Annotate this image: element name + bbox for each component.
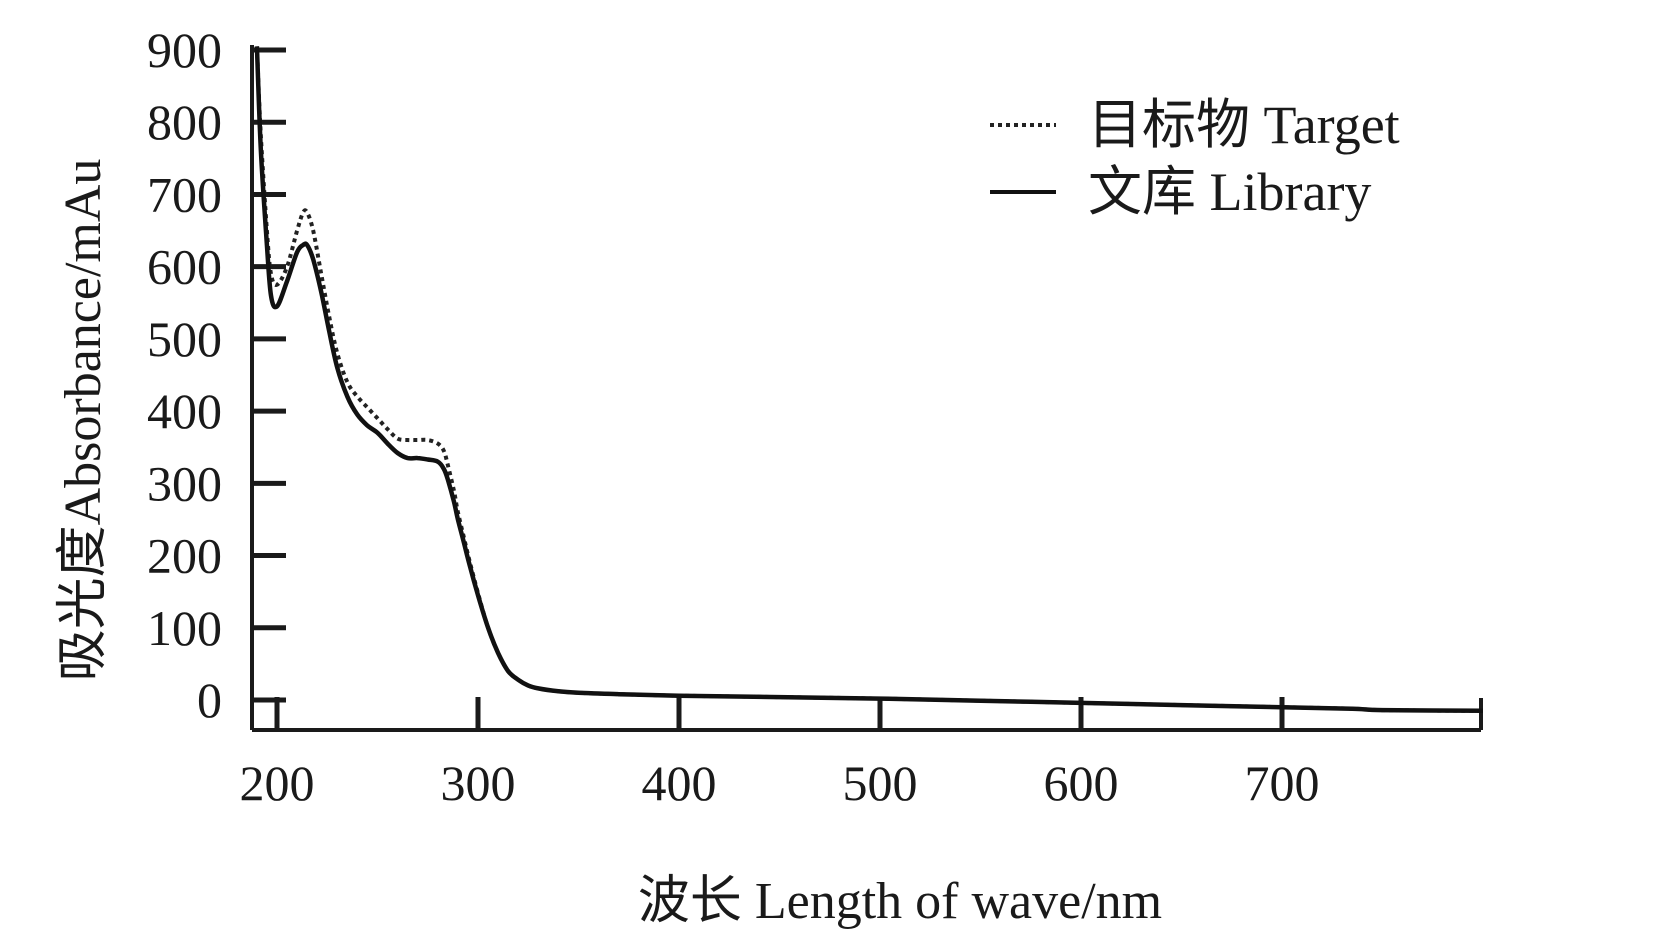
x-tick-label: 300 xyxy=(441,755,516,811)
x-tick-label: 600 xyxy=(1044,755,1119,811)
y-tick-label: 600 xyxy=(147,239,222,295)
series-layer xyxy=(254,46,1484,714)
legend-library-label: 文库 Library xyxy=(1088,162,1371,222)
y-tick-label: 900 xyxy=(147,22,222,78)
y-tick-label: 300 xyxy=(147,455,222,511)
y-tick-label: 200 xyxy=(147,528,222,584)
y-tick-label: 700 xyxy=(147,166,222,222)
y-tick-label: 400 xyxy=(147,383,222,439)
axes: 0 100 200 300 400 500 600 700 800 900 200 300 400 500… xyxy=(147,22,1483,811)
legend-target-label: 目标物 Target xyxy=(1088,95,1400,155)
x-tick-label: 400 xyxy=(642,755,717,811)
y-tick-label: 0 xyxy=(197,672,222,728)
y-tick-label: 800 xyxy=(147,94,222,150)
y-axis-title: 吸光度Absorbance/mAu xyxy=(55,159,112,682)
y-tick-label: 500 xyxy=(147,311,222,367)
x-tick-label: 700 xyxy=(1245,755,1320,811)
y-tick-label: 100 xyxy=(147,600,222,656)
x-axis-title: 波长 Length of wave/nm xyxy=(638,873,1162,930)
x-tick-label: 500 xyxy=(843,755,918,811)
legend: 目标物 Target 文库 Library xyxy=(990,95,1400,222)
library-series-line xyxy=(254,46,1484,714)
x-tick-label: 200 xyxy=(240,755,315,811)
